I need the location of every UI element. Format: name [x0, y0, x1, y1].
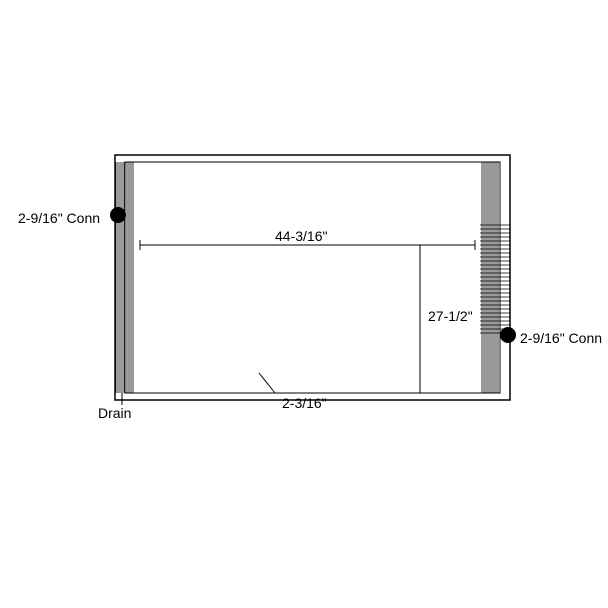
right-connector [500, 327, 516, 343]
width-dim-label: 44-3/16" [275, 228, 327, 244]
inner-rect [125, 162, 500, 393]
right-tank-hatch [482, 162, 498, 393]
height-dim-label: 27-1/2" [428, 308, 473, 324]
right-conn-label: 2-9/16" Conn [520, 330, 602, 346]
diagram-svg [0, 0, 608, 608]
depth-leader [259, 373, 275, 393]
outer-rect [115, 155, 510, 400]
left-connector [110, 207, 126, 223]
left-conn-label: 2-9/16" Conn [18, 210, 100, 226]
height-dimension [415, 245, 425, 393]
depth-dim-label: 2-3/16" [282, 395, 327, 411]
radiator-diagram: 2-9/16" Conn 2-9/16" Conn Drain 44-3/16"… [0, 0, 608, 608]
right-fin-ticks [480, 225, 510, 333]
drain-label: Drain [98, 405, 131, 421]
